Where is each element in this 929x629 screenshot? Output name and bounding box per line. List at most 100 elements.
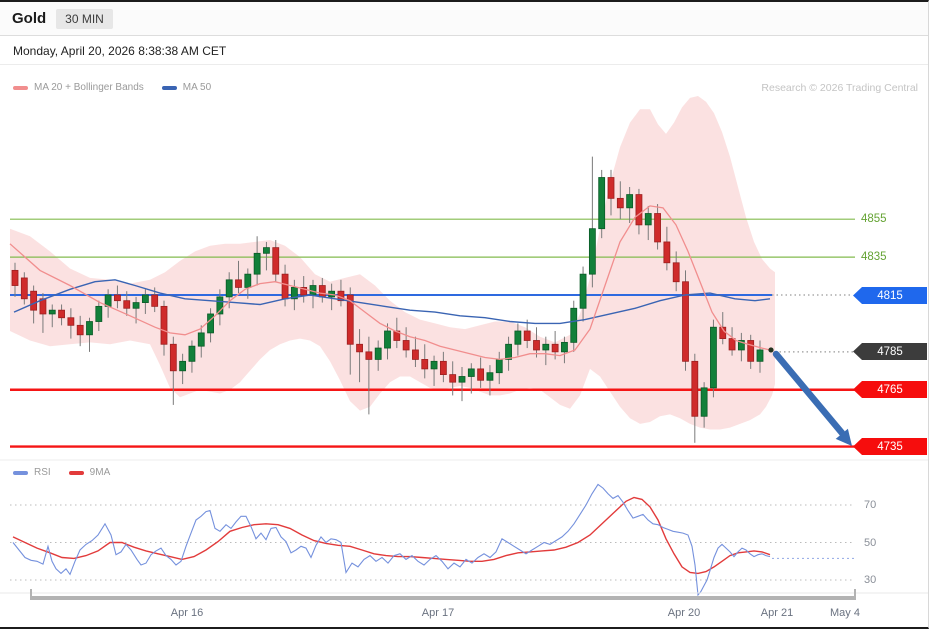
legend-ma20-label: MA 20 + Bollinger Bands (34, 82, 144, 93)
candle-body-down (477, 368, 485, 381)
bollinger-band-fill (10, 96, 775, 430)
x-axis-label-apr16: Apr 16 (170, 607, 204, 619)
candle-body-down (421, 359, 429, 370)
bearish-projection-arrow (772, 350, 846, 437)
legend-rsi-item: RSI (13, 467, 51, 478)
candle-body-down (160, 305, 168, 345)
candle-body-up (495, 359, 503, 374)
candle-body-up (48, 309, 56, 315)
candle-body-down (654, 213, 661, 243)
candle-body-down (11, 269, 19, 286)
candle-body-up (644, 213, 652, 226)
candle-body-up (290, 287, 298, 300)
candle-body-down (533, 340, 540, 351)
candle-body-down (682, 281, 689, 362)
candle-body-up (207, 313, 214, 334)
x-axis-label-may4: May 4 (830, 607, 860, 619)
legend-rsi-label: RSI (34, 467, 51, 478)
candle-body-up (561, 341, 568, 353)
main-chart-legend: MA 20 + Bollinger Bands MA 50 (13, 82, 211, 93)
candle-body-down (439, 360, 447, 375)
rsi-swatch-icon (13, 470, 28, 475)
candle-body-up (384, 330, 391, 349)
header-bar: Gold 30 MIN (0, 2, 928, 36)
support-price-tag-4735: 4735 (853, 438, 927, 455)
candle-body-down (449, 374, 457, 383)
current-price-tag-4785: 4785 (853, 343, 927, 360)
candle-body-up (588, 228, 596, 275)
rsi-line (12, 483, 771, 597)
candle-body-down (114, 294, 121, 302)
legend-ma50: MA 50 (161, 82, 212, 93)
resistance-label-4855: 4855 (861, 213, 887, 225)
candle-body-up (700, 387, 708, 417)
ma20-line (9, 205, 771, 361)
legend-9ma-label: 9MA (89, 467, 111, 478)
timeframe-badge[interactable]: 30 MIN (56, 8, 113, 29)
candle-body-up (737, 340, 745, 351)
candle-body-up (458, 376, 466, 383)
instrument-title: Gold (12, 10, 47, 27)
candle-body-down (272, 247, 280, 275)
candle-body-up (225, 279, 233, 298)
candle-body-down (123, 300, 131, 309)
candle-body-up (179, 360, 187, 372)
header-divider (0, 64, 928, 65)
candle-body-up (188, 345, 196, 362)
candle-body-down (412, 349, 419, 360)
research-credit: Research © 2026 Trading Central (761, 82, 918, 94)
candle-body-down (58, 309, 65, 319)
candle-body-down (318, 285, 326, 298)
time-range-scrollbar[interactable] (30, 596, 856, 600)
candle-body-up (570, 307, 578, 343)
candle-body-down (67, 317, 75, 326)
candle-body-up (579, 273, 587, 309)
candle-body-down (402, 340, 410, 351)
candle-body-up (598, 177, 606, 230)
candle-body-up (542, 343, 550, 351)
candle-body-down (76, 324, 84, 336)
candle-body-up (216, 296, 224, 315)
legend-ma50-label: MA 50 (182, 82, 212, 93)
datetime-label: Monday, April 20, 2026 8:38:38 AM CET (13, 44, 227, 58)
candle-body-down (551, 343, 559, 353)
candle-body-down (672, 262, 680, 283)
candle-body-up (132, 302, 140, 309)
x-axis-label-apr17: Apr 17 (421, 607, 455, 619)
candle-body-up (486, 372, 494, 381)
x-axis-label-apr21: Apr 21 (760, 607, 794, 619)
range-left-cap[interactable] (30, 589, 32, 600)
resistance-label-4835: 4835 (861, 251, 887, 263)
arrowhead-icon (835, 428, 852, 446)
candle-body-down (747, 340, 755, 362)
candle-body-down (169, 343, 177, 372)
candle-body-down (691, 360, 699, 417)
last-price-dot (768, 347, 774, 353)
price-levels (10, 218, 855, 448)
candle-body-up (430, 360, 438, 370)
candle-body-down (607, 177, 615, 199)
candle-body-down (151, 294, 159, 307)
candle-body-down (635, 194, 643, 226)
candle-body-up (710, 326, 717, 389)
candle-body-up (514, 330, 522, 345)
candle-body-up (626, 194, 634, 209)
candle-body-down (20, 277, 28, 300)
candle-body-down (300, 287, 308, 296)
candle-body-down (235, 279, 242, 288)
candle-body-up (253, 252, 261, 275)
candle-body-up (263, 247, 270, 254)
candle-body-down (30, 290, 38, 311)
ma50-line (13, 279, 771, 325)
candle-body-down (281, 273, 289, 300)
candle-body-up (95, 305, 103, 322)
candle-body-up (756, 349, 764, 362)
legend-ma20-bollinger: MA 20 + Bollinger Bands (13, 82, 144, 93)
candle-body-down (346, 294, 354, 345)
ma20-swatch-icon (13, 85, 28, 90)
candle-body-up (374, 347, 382, 360)
range-right-cap[interactable] (854, 589, 856, 600)
legend-9ma-item: 9MA (68, 467, 111, 478)
candle-body-down (356, 343, 363, 353)
